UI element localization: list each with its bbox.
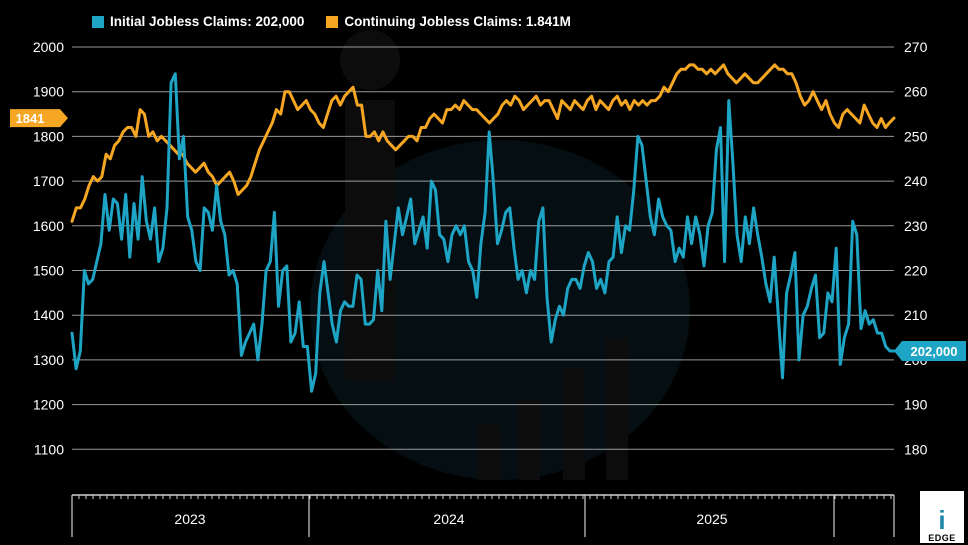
left-tick-label: 1200: [33, 397, 64, 413]
watermark-bar-3: [563, 368, 585, 480]
right-tick-label: 260: [904, 84, 928, 100]
left-tick-label: 1900: [33, 84, 64, 100]
legend-label-continuing: Continuing Jobless Claims: 1.841M: [344, 14, 571, 29]
left-axis: 2000 1900 1800 1700 1600 1500 1400 1300 1200 1100: [33, 39, 64, 457]
year-label: 2023: [174, 511, 205, 527]
brand-logo: i EDGE: [920, 491, 964, 543]
series-line-initial: [70, 72, 896, 393]
legend-swatch-initial: [92, 15, 104, 28]
watermark-bar-4: [606, 338, 628, 480]
year-label: 2024: [433, 511, 464, 527]
right-tick-label: 240: [904, 173, 928, 189]
left-tick-label: 1300: [33, 352, 64, 368]
initial-last-tag: [894, 340, 966, 361]
continuing-last-tag: [10, 109, 68, 128]
left-tick-label: 1100: [34, 441, 64, 457]
left-tick-label: 2000: [33, 39, 64, 55]
series-line-continuing: [70, 63, 896, 223]
right-tick-label: 190: [904, 397, 928, 413]
last-value-tags: 1841 202,000: [10, 109, 966, 361]
brand-logo-text: EDGE: [928, 533, 956, 543]
legend-swatch-continuing: [326, 15, 339, 28]
left-tick-label: 1600: [33, 218, 64, 234]
right-tick-label: 220: [904, 263, 928, 279]
right-tick-label: 230: [904, 218, 928, 234]
x-axis: 2023 2024 2025: [71, 494, 895, 537]
watermark: [310, 30, 690, 480]
brand-logo-mark: i: [938, 505, 946, 535]
continuing-last-tag-label: 1841: [16, 111, 45, 126]
watermark-dot: [340, 30, 400, 90]
legend: Initial Jobless Claims: 202,000 Continui…: [92, 14, 571, 29]
series-lines: [70, 63, 896, 393]
right-axis: 270260250240230220210200190180: [904, 39, 928, 457]
right-tick-label: 250: [904, 128, 928, 144]
legend-item-continuing: Continuing Jobless Claims: 1.841M: [326, 14, 571, 29]
left-tick-label: 1800: [33, 128, 64, 144]
left-tick-label: 1700: [33, 173, 64, 189]
right-tick-label: 210: [904, 307, 928, 323]
watermark-bar-1: [478, 425, 500, 480]
initial-last-tag-label: 202,000: [911, 344, 958, 359]
legend-item-initial: Initial Jobless Claims: 202,000: [92, 14, 304, 29]
gridlines: [72, 46, 894, 450]
left-tick-label: 1400: [33, 307, 64, 323]
right-tick-label: 180: [904, 441, 928, 457]
watermark-bar-2: [518, 400, 540, 480]
legend-label-initial: Initial Jobless Claims: 202,000: [110, 14, 305, 29]
year-label: 2025: [696, 511, 727, 527]
left-tick-label: 1500: [33, 263, 64, 279]
right-tick-label: 270: [904, 39, 928, 55]
